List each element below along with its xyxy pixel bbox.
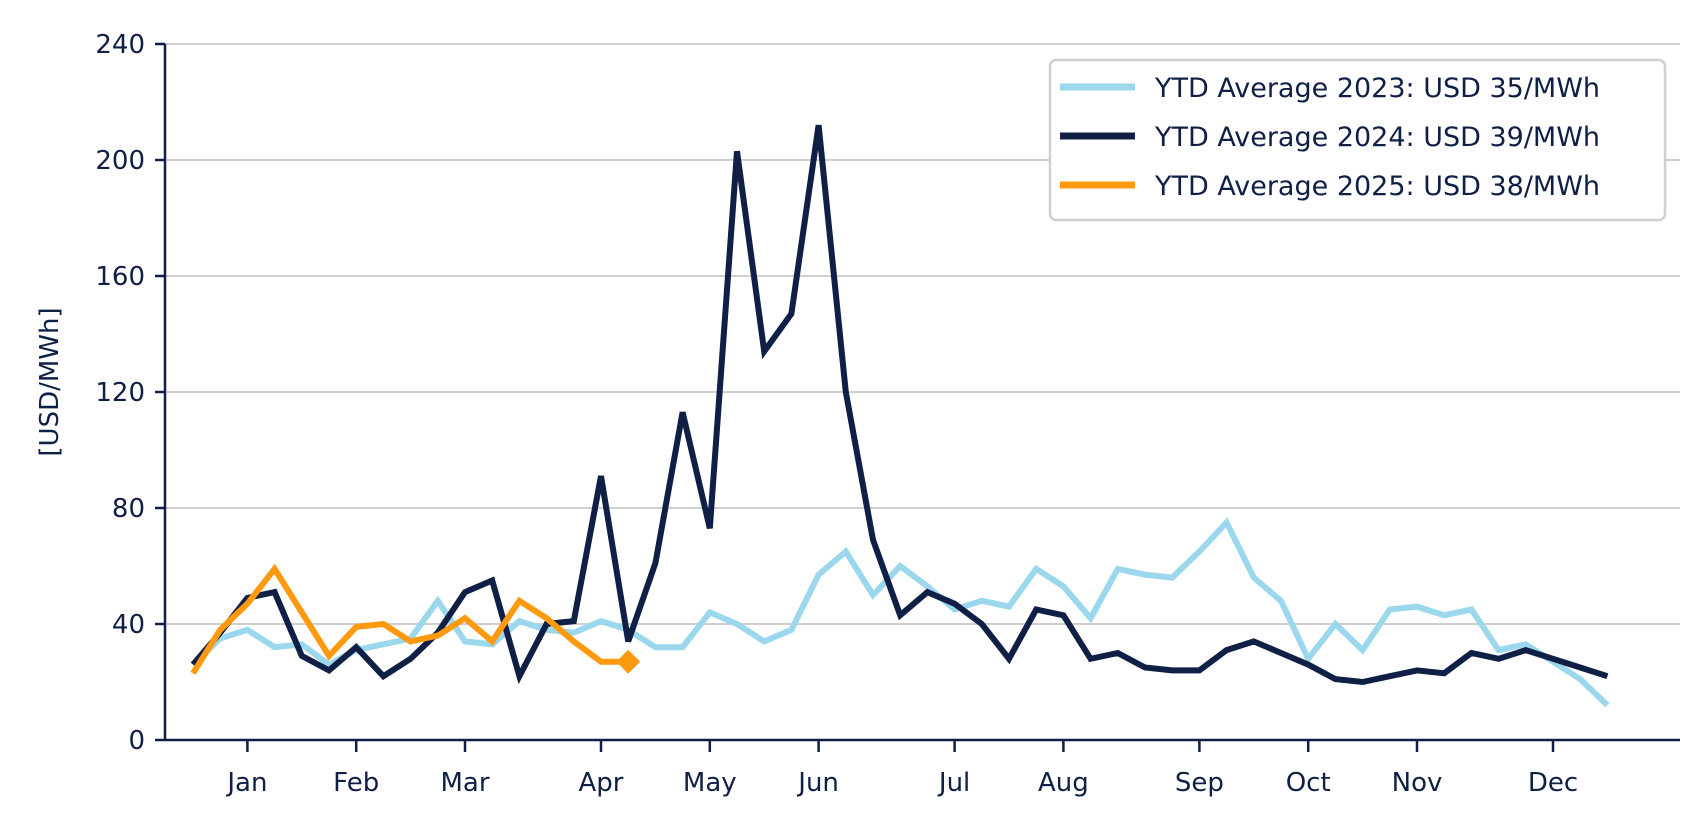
x-tick-label: Dec <box>1528 768 1578 798</box>
x-tick-label: Jul <box>937 768 970 798</box>
series-line-3 <box>190 563 629 675</box>
y-tick-label: 240 <box>95 30 145 60</box>
series-lines <box>190 124 1610 708</box>
legend-label: YTD Average 2023: USD 35/MWh <box>1154 73 1600 104</box>
series-end-marker <box>616 649 641 674</box>
y-tick-label: 0 <box>128 726 145 756</box>
y-axis-label: [USD/MWh] <box>35 307 65 456</box>
x-tick-label: Oct <box>1286 768 1331 798</box>
x-tick-label: Aug <box>1038 768 1089 798</box>
y-tick-label: 200 <box>95 146 145 176</box>
x-tick-label: Jun <box>796 768 839 798</box>
series-line-1 <box>190 517 1610 708</box>
series-line-2 <box>190 124 1609 686</box>
y-tick-label: 160 <box>95 262 145 292</box>
y-tick-label: 80 <box>112 494 145 524</box>
x-tick-label: Mar <box>440 768 489 798</box>
x-tick-label: Nov <box>1392 768 1443 798</box>
gridlines <box>165 43 1680 625</box>
legend: YTD Average 2023: USD 35/MWh YTD Average … <box>1048 58 1667 222</box>
axes: 0 40 80 120 160 200 240 Jan Feb Mar Apr May Jun Jul Au… <box>95 30 1680 798</box>
x-tick-label: Jan <box>225 768 267 798</box>
legend-box <box>1048 58 1667 222</box>
x-tick-label: Apr <box>579 768 624 798</box>
y-tick-label: 40 <box>112 610 145 640</box>
y-tick-label: 120 <box>95 378 145 408</box>
x-tick-label: Feb <box>333 768 379 798</box>
legend-label: YTD Average 2025: USD 38/MWh <box>1154 171 1600 202</box>
x-tick-label: May <box>683 768 737 798</box>
legend-label: YTD Average 2024: USD 39/MWh <box>1154 122 1600 153</box>
x-tick-label: Sep <box>1175 768 1224 798</box>
